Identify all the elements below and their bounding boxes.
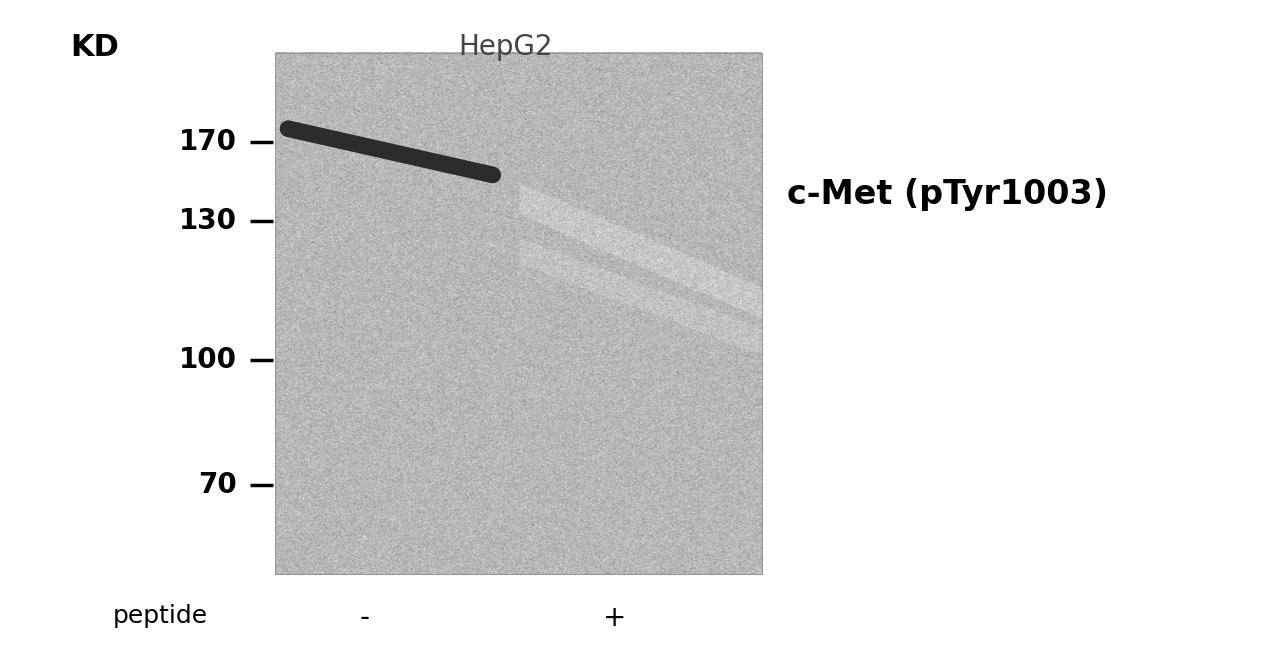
Text: +: + — [603, 604, 626, 632]
Text: 70: 70 — [198, 471, 237, 499]
Text: HepG2: HepG2 — [458, 33, 553, 61]
Text: -: - — [360, 604, 370, 632]
Text: 130: 130 — [179, 207, 237, 235]
Text: 100: 100 — [179, 346, 237, 374]
Text: peptide: peptide — [113, 604, 207, 628]
Text: KD: KD — [70, 33, 119, 62]
Bar — [275, 53, 762, 574]
Text: c-Met (pTyr1003): c-Met (pTyr1003) — [787, 178, 1108, 211]
Text: 170: 170 — [179, 128, 237, 156]
